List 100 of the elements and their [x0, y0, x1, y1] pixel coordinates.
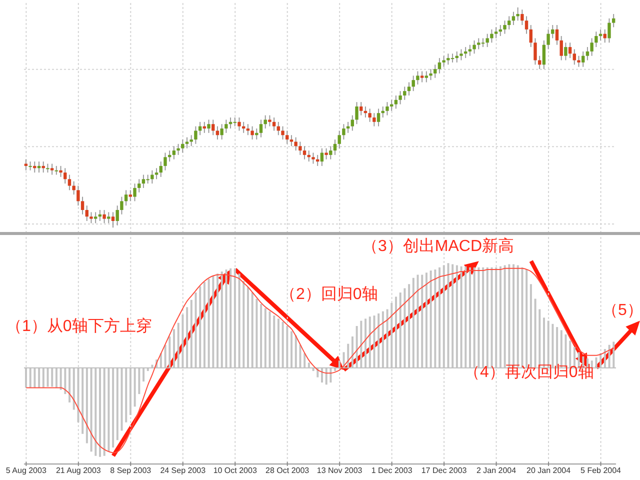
candlestick: [64, 168, 67, 184]
candlestick: [59, 165, 62, 178]
candlestick: [42, 161, 45, 174]
candlestick: [551, 24, 554, 39]
candlestick: [424, 70, 428, 83]
candlestick: [438, 58, 442, 74]
candlestick: [54, 165, 58, 176]
candlestick: [560, 36, 563, 61]
candlestick: [107, 212, 110, 224]
candlestick: [302, 146, 306, 160]
candlestick: [50, 163, 54, 176]
candlestick: [412, 75, 415, 92]
candlestick: [368, 108, 372, 122]
candlestick: [590, 38, 594, 56]
candlestick: [529, 24, 532, 48]
candlestick: [312, 152, 315, 164]
x-tick-label: 24 Sep 2003: [160, 466, 206, 475]
candlestick: [376, 108, 380, 127]
candlestick: [403, 86, 406, 100]
candlestick: [468, 44, 472, 56]
candlestick: [338, 130, 341, 149]
candlestick: [460, 48, 463, 61]
candlestick: [472, 40, 476, 54]
candlestick: [490, 28, 494, 44]
x-tick-label: 5 Aug 2003: [6, 466, 47, 475]
candlestick: [446, 53, 450, 66]
candlestick: [564, 42, 568, 61]
candlestick: [190, 134, 193, 147]
candlestick: [138, 178, 141, 193]
candlestick: [194, 126, 198, 144]
candlestick: [233, 117, 236, 127]
candlestick: [486, 33, 489, 48]
candlestick: [508, 16, 511, 30]
candlestick: [220, 124, 224, 140]
x-tick-label: 17 Dec 2003: [421, 466, 468, 475]
candlestick: [512, 11, 516, 26]
candlestick: [111, 212, 115, 228]
candlestick: [207, 119, 210, 134]
x-tick-label: 21 Aug 2003: [56, 466, 102, 475]
candlestick: [320, 148, 324, 166]
candlestick: [342, 124, 346, 140]
candlestick: [212, 119, 215, 136]
candlestick: [224, 119, 228, 134]
candlestick: [90, 212, 93, 224]
annotation: （5）: [602, 302, 640, 319]
candlestick: [259, 119, 263, 138]
candlestick: [250, 126, 254, 140]
candlestick: [272, 117, 276, 132]
candlestick: [612, 14, 616, 28]
candlestick: [68, 174, 72, 191]
candlestick: [281, 126, 284, 140]
text: （3）创出MACD新高: [362, 237, 514, 255]
candlestick: [555, 24, 559, 46]
candlestick: [355, 102, 358, 125]
candlestick: [264, 114, 267, 130]
candlestick: [72, 180, 76, 196]
annotation: （4）再次回归0轴: [464, 363, 594, 381]
candlestick: [286, 130, 289, 144]
candlestick: [216, 126, 220, 140]
candlestick: [238, 117, 241, 132]
x-tick-label: 5 Feb 2004: [580, 466, 622, 475]
candlestick: [102, 209, 106, 224]
candlestick: [124, 190, 128, 206]
candlestick: [503, 20, 506, 34]
candlestick: [442, 55, 446, 68]
candlestick: [434, 64, 437, 78]
candlestick: [329, 146, 332, 160]
candlestick: [572, 48, 576, 66]
candlestick: [28, 161, 32, 171]
candlestick: [298, 141, 302, 156]
candlestick: [268, 114, 272, 127]
candlestick: [85, 205, 88, 222]
candlestick: [372, 112, 376, 127]
x-tick-label: 28 Oct 2003: [266, 466, 310, 475]
candlestick: [394, 94, 398, 110]
candlestick: [185, 136, 189, 149]
candlestick: [181, 139, 184, 154]
candlestick: [176, 143, 180, 156]
candlestick: [450, 53, 454, 63]
x-tick-label: 10 Oct 2003: [213, 466, 258, 475]
candlestick: [164, 152, 167, 171]
candlestick: [159, 161, 162, 178]
candlestick: [142, 174, 146, 188]
candlestick: [577, 55, 580, 68]
candlestick: [429, 68, 432, 81]
candlestick: [520, 9, 524, 26]
candlestick: [116, 205, 119, 226]
annotation: （1）从0轴下方上穿: [6, 317, 152, 335]
candlestick: [128, 190, 132, 202]
annotation: （2）回归0轴: [280, 285, 378, 303]
candlestick: [416, 70, 420, 85]
candlestick: [481, 38, 485, 48]
candlestick: [477, 38, 480, 50]
candlestick: [76, 185, 80, 206]
candlestick: [608, 18, 611, 44]
candlestick: [324, 148, 328, 160]
candlestick: [120, 196, 124, 215]
candlestick: [294, 136, 298, 152]
x-tick-label: 1 Dec 2003: [371, 466, 413, 475]
candlestick: [46, 163, 50, 174]
